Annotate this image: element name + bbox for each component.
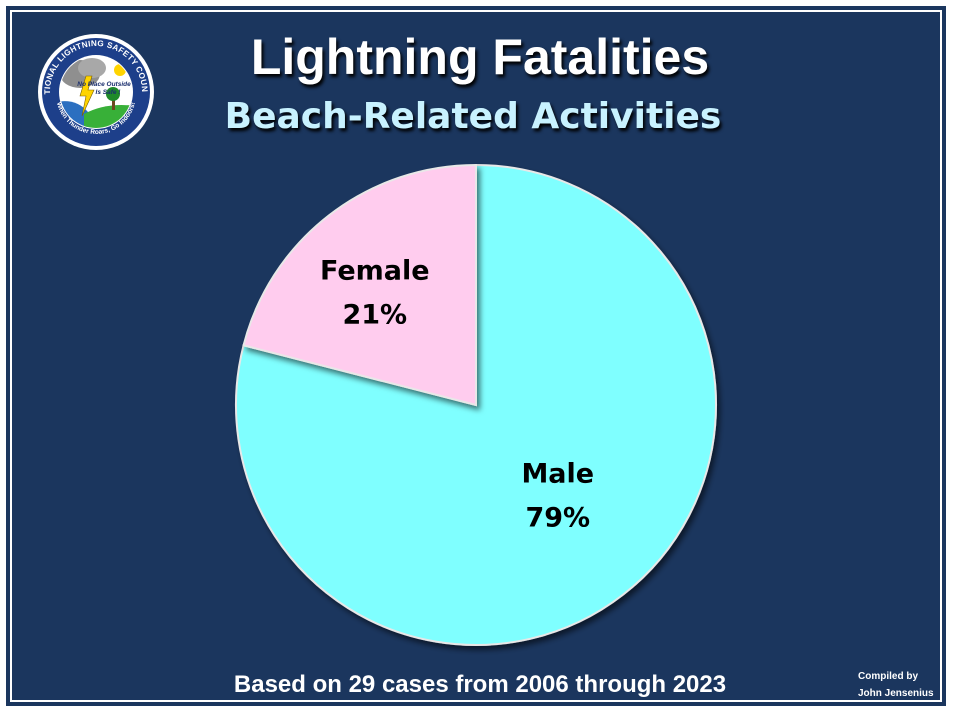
logo-lightning-bolt-icon [79, 75, 95, 117]
pie-value-label-female: 21% [342, 299, 407, 330]
logo-tree-icon [106, 87, 120, 101]
nlsc-logo: No Place Outside Is Safe ! NATIONAL LIGH… [36, 32, 154, 150]
pie-label-male: Male [521, 459, 594, 490]
slide-footer: Based on 29 cases from 2006 through 2023 [233, 671, 727, 698]
credit: Compiled by John Jensenius [858, 668, 954, 702]
credit-line2: John Jensenius [858, 688, 934, 699]
credit-line1: Compiled by [858, 671, 919, 682]
pie-label-female: Female [320, 255, 430, 286]
pie-value-label-male: 79% [525, 503, 590, 534]
logo-inner-line1: No Place Outside [77, 81, 131, 88]
logo-inner-line2: Is Safe ! [96, 89, 122, 96]
slide-subtitle: Beach-Related Activities [224, 96, 722, 137]
pie-slice-female [242, 163, 477, 407]
slide-title: Lightning Fatalities [250, 29, 710, 85]
